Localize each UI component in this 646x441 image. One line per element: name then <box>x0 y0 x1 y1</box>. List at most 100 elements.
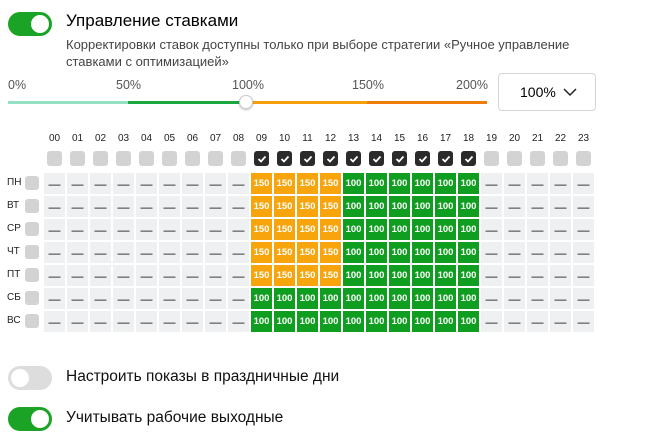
schedule-cell[interactable]: — <box>90 288 111 309</box>
schedule-cell[interactable]: — <box>550 173 571 194</box>
schedule-cell[interactable]: — <box>44 173 65 194</box>
schedule-cell[interactable]: — <box>527 173 548 194</box>
hour-checkbox-17[interactable] <box>438 151 453 166</box>
schedule-cell[interactable]: 100 <box>412 242 433 263</box>
schedule-cell[interactable]: — <box>573 242 594 263</box>
schedule-cell[interactable]: — <box>136 288 157 309</box>
schedule-cell[interactable]: — <box>527 196 548 217</box>
schedule-cell[interactable]: 100 <box>458 311 479 332</box>
schedule-cell[interactable]: — <box>527 219 548 240</box>
schedule-cell[interactable]: 150 <box>297 242 318 263</box>
schedule-cell[interactable]: 100 <box>389 219 410 240</box>
schedule-cell[interactable]: — <box>159 288 180 309</box>
schedule-cell[interactable]: 150 <box>297 265 318 286</box>
schedule-cell[interactable]: 100 <box>274 288 295 309</box>
schedule-cell[interactable]: 150 <box>274 196 295 217</box>
schedule-cell[interactable]: 150 <box>274 173 295 194</box>
hour-checkbox-11[interactable] <box>300 151 315 166</box>
schedule-cell[interactable]: 150 <box>320 265 341 286</box>
schedule-cell[interactable]: — <box>550 242 571 263</box>
schedule-cell[interactable]: 100 <box>435 288 456 309</box>
schedule-cell[interactable]: — <box>504 219 525 240</box>
schedule-cell[interactable]: — <box>527 265 548 286</box>
schedule-cell[interactable]: — <box>182 173 203 194</box>
schedule-cell[interactable]: 100 <box>435 311 456 332</box>
schedule-cell[interactable]: 100 <box>366 219 387 240</box>
schedule-cell[interactable]: — <box>205 288 226 309</box>
schedule-cell[interactable]: — <box>113 219 134 240</box>
schedule-cell[interactable]: — <box>90 265 111 286</box>
schedule-cell[interactable]: — <box>90 173 111 194</box>
hour-checkbox-23[interactable] <box>576 151 591 166</box>
schedule-cell[interactable]: — <box>527 311 548 332</box>
schedule-cell[interactable]: — <box>67 196 88 217</box>
schedule-cell[interactable]: 100 <box>343 219 364 240</box>
day-checkbox[interactable] <box>25 176 39 190</box>
hour-checkbox-09[interactable] <box>254 151 269 166</box>
schedule-cell[interactable]: — <box>67 242 88 263</box>
schedule-cell[interactable]: — <box>504 265 525 286</box>
schedule-cell[interactable]: — <box>113 265 134 286</box>
schedule-cell[interactable]: — <box>159 242 180 263</box>
schedule-cell[interactable]: 150 <box>297 196 318 217</box>
schedule-cell[interactable]: — <box>205 173 226 194</box>
hour-checkbox-20[interactable] <box>507 151 522 166</box>
hour-checkbox-04[interactable] <box>139 151 154 166</box>
schedule-cell[interactable]: — <box>67 219 88 240</box>
schedule-cell[interactable]: 150 <box>320 173 341 194</box>
schedule-cell[interactable]: 100 <box>366 196 387 217</box>
schedule-cell[interactable]: — <box>113 288 134 309</box>
schedule-cell[interactable]: — <box>550 196 571 217</box>
schedule-cell[interactable]: — <box>90 196 111 217</box>
schedule-cell[interactable]: — <box>573 196 594 217</box>
schedule-cell[interactable]: — <box>228 219 249 240</box>
schedule-cell[interactable]: — <box>159 219 180 240</box>
schedule-cell[interactable]: — <box>159 196 180 217</box>
slider-track-50-100[interactable] <box>128 101 246 104</box>
day-checkbox[interactable] <box>25 222 39 236</box>
schedule-cell[interactable]: — <box>159 265 180 286</box>
schedule-cell[interactable]: — <box>550 288 571 309</box>
schedule-cell[interactable]: — <box>481 219 502 240</box>
hour-checkbox-06[interactable] <box>185 151 200 166</box>
schedule-cell[interactable]: — <box>527 288 548 309</box>
schedule-cell[interactable]: — <box>182 311 203 332</box>
schedule-cell[interactable]: 100 <box>412 173 433 194</box>
slider-handle[interactable] <box>239 95 253 109</box>
schedule-cell[interactable]: 100 <box>274 311 295 332</box>
schedule-cell[interactable]: — <box>481 265 502 286</box>
schedule-cell[interactable]: — <box>481 196 502 217</box>
schedule-cell[interactable]: — <box>504 196 525 217</box>
schedule-cell[interactable]: 100 <box>366 288 387 309</box>
schedule-cell[interactable]: 100 <box>343 311 364 332</box>
schedule-cell[interactable]: — <box>504 311 525 332</box>
schedule-cell[interactable]: — <box>44 311 65 332</box>
schedule-cell[interactable]: — <box>481 311 502 332</box>
slider-track-100-150[interactable] <box>246 101 367 104</box>
schedule-cell[interactable]: — <box>67 311 88 332</box>
schedule-cell[interactable]: 100 <box>458 196 479 217</box>
schedule-cell[interactable]: 150 <box>251 219 272 240</box>
schedule-cell[interactable]: 100 <box>435 219 456 240</box>
schedule-cell[interactable]: 150 <box>251 173 272 194</box>
schedule-cell[interactable]: 100 <box>435 196 456 217</box>
schedule-cell[interactable]: — <box>205 311 226 332</box>
schedule-cell[interactable]: — <box>136 265 157 286</box>
slider-track-0-50[interactable] <box>8 101 128 104</box>
schedule-cell[interactable]: 100 <box>412 288 433 309</box>
schedule-cell[interactable]: — <box>90 311 111 332</box>
schedule-cell[interactable]: — <box>159 173 180 194</box>
schedule-cell[interactable]: — <box>228 311 249 332</box>
schedule-cell[interactable]: 100 <box>251 311 272 332</box>
schedule-cell[interactable]: 150 <box>251 242 272 263</box>
schedule-cell[interactable]: — <box>136 242 157 263</box>
bid-percent-select[interactable]: 100% <box>498 73 596 111</box>
hour-checkbox-22[interactable] <box>553 151 568 166</box>
schedule-cell[interactable]: — <box>550 219 571 240</box>
schedule-cell[interactable]: 150 <box>251 265 272 286</box>
schedule-cell[interactable]: 100 <box>389 242 410 263</box>
schedule-cell[interactable]: — <box>136 311 157 332</box>
hour-checkbox-15[interactable] <box>392 151 407 166</box>
schedule-cell[interactable]: 100 <box>458 173 479 194</box>
hour-checkbox-14[interactable] <box>369 151 384 166</box>
